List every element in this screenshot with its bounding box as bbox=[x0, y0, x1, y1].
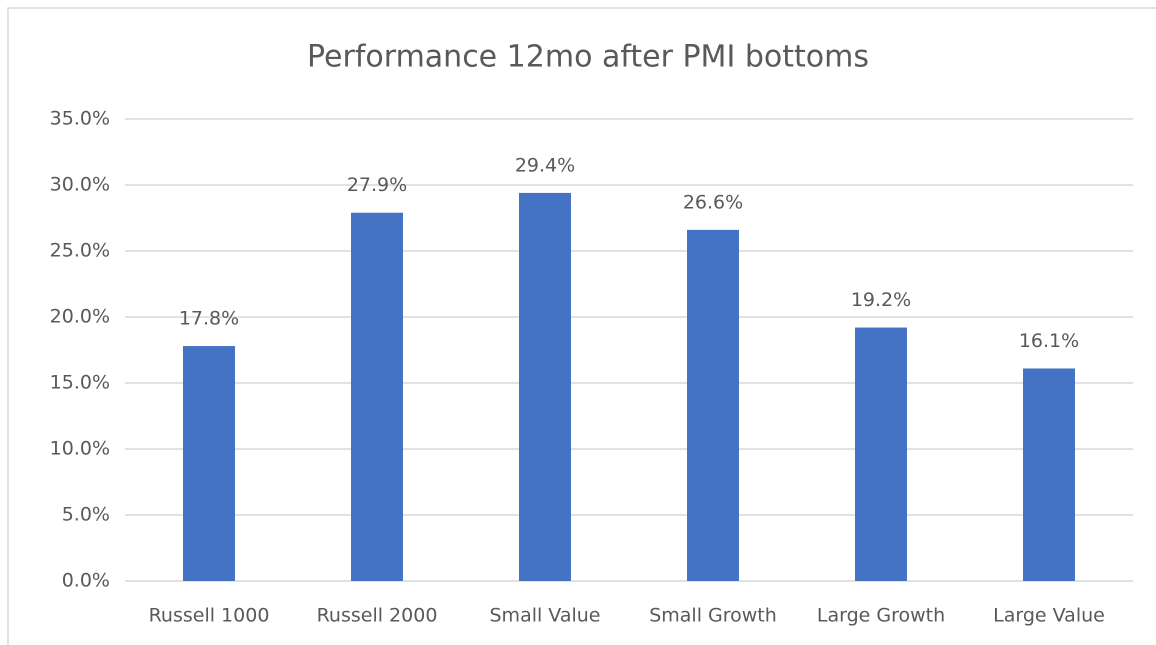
y-tick-label: 5.0% bbox=[62, 504, 110, 526]
bar bbox=[1023, 368, 1075, 581]
bar bbox=[855, 327, 907, 581]
chart-title: Performance 12mo after PMI bottoms bbox=[307, 40, 869, 75]
y-tick-label: 10.0% bbox=[50, 438, 110, 460]
data-label: 17.8% bbox=[179, 308, 239, 330]
y-tick-label: 20.0% bbox=[50, 306, 110, 328]
data-label: 27.9% bbox=[347, 174, 407, 196]
x-tick-label: Russell 1000 bbox=[149, 605, 270, 627]
data-label: 19.2% bbox=[851, 289, 911, 311]
chart-border bbox=[7, 7, 1156, 645]
data-label: 26.6% bbox=[683, 191, 743, 213]
x-tick-label: Large Value bbox=[993, 605, 1105, 627]
bar bbox=[687, 229, 739, 581]
bar bbox=[183, 346, 235, 581]
data-label: 16.1% bbox=[1019, 330, 1079, 352]
y-tick-label: 30.0% bbox=[50, 174, 110, 196]
x-tick-label: Small Value bbox=[490, 605, 601, 627]
x-tick-label: Small Growth bbox=[649, 605, 777, 627]
data-label: 29.4% bbox=[515, 154, 575, 176]
x-tick-label: Russell 2000 bbox=[317, 605, 438, 627]
bar bbox=[351, 212, 403, 581]
y-tick-label: 15.0% bbox=[50, 372, 110, 394]
x-tick-label: Large Growth bbox=[817, 605, 945, 627]
bar bbox=[519, 192, 571, 582]
y-tick-label: 25.0% bbox=[50, 240, 110, 262]
y-tick-label: 35.0% bbox=[50, 108, 110, 130]
y-tick-label: 0.0% bbox=[62, 570, 110, 592]
